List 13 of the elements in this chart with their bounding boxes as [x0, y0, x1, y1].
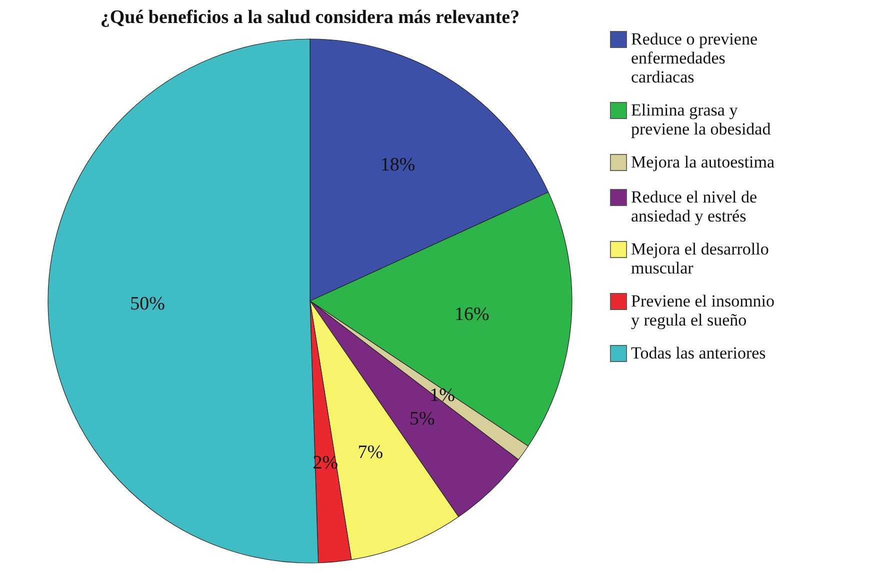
chart-title: ¿Qué beneficios a la salud considera más relevante?: [100, 7, 520, 28]
data-label: 5%: [409, 408, 435, 430]
legend-label: Todas las anteriores: [631, 344, 766, 362]
legend-label: Mejora la autoestima: [631, 152, 775, 172]
legend-label: Elimina grasa y previene la obesidad: [631, 100, 772, 138]
data-label: 16%: [454, 304, 490, 325]
data-label: 18%: [380, 154, 416, 176]
data-label: 7%: [358, 442, 384, 463]
data-label: 50%: [130, 294, 166, 315]
legend-label: Reduce el nivel de ansiedad y estrés: [631, 188, 758, 226]
legend-label: Previene el insomnio y regula el sueño: [631, 292, 775, 330]
legend-label: Mejora el desarrollo muscular: [631, 240, 769, 278]
legend-label: Reduce o previene enfermedades cardiacas: [631, 30, 758, 86]
